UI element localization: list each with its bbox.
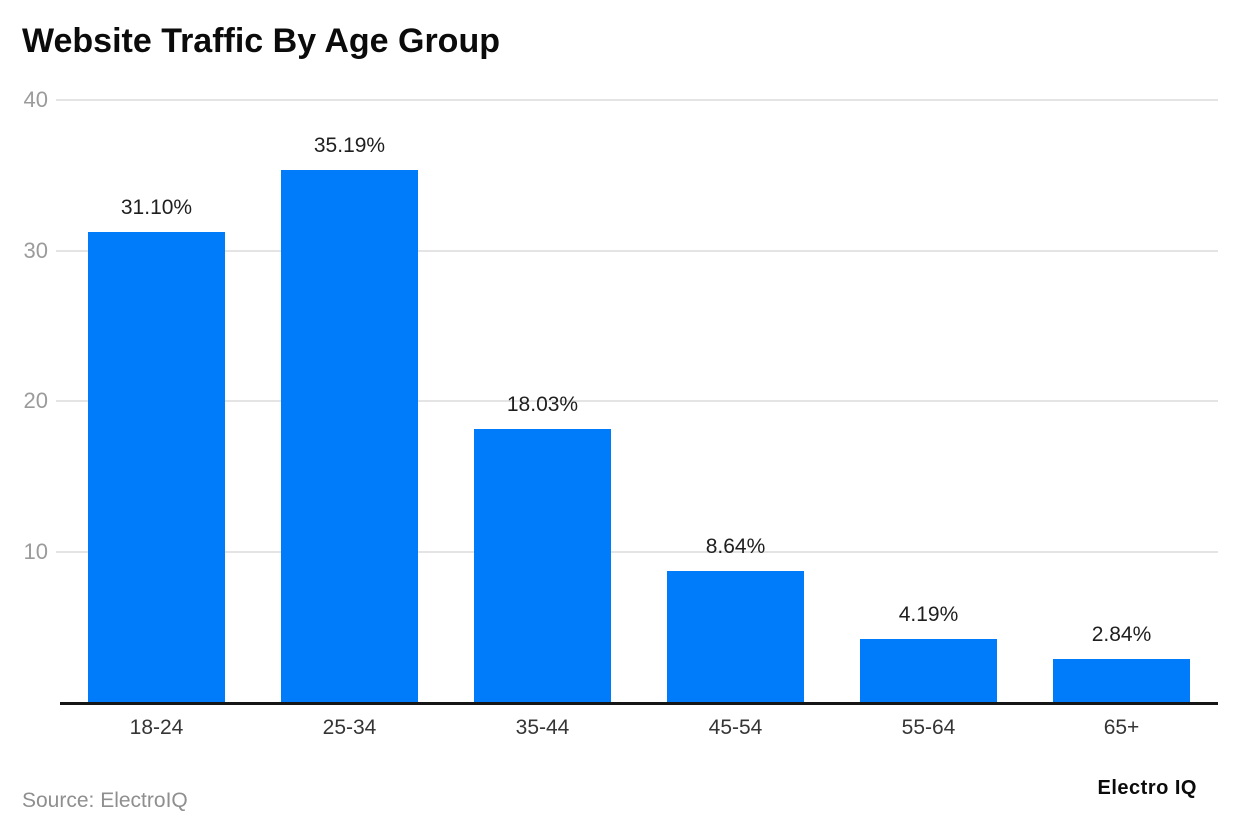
bar-18-24 xyxy=(88,231,225,702)
ytick-label-20: 20 xyxy=(23,388,48,413)
xtick-label-35-44: 35-44 xyxy=(515,716,570,739)
ytick-label-30: 30 xyxy=(23,237,48,263)
ytick-label-10: 10 xyxy=(23,538,48,564)
bar-25-34 xyxy=(281,169,418,702)
bar-value-label-35-44: 18.03% xyxy=(506,393,579,417)
gridline-10 xyxy=(56,550,1218,553)
gridline-20 xyxy=(56,400,1218,402)
xtick-label-55-64: 55-64 xyxy=(901,716,956,739)
ytick-label-40: 40 xyxy=(23,87,48,112)
bar-value-label-25-34: 35.19% xyxy=(313,133,386,157)
bar-value-label-45-54: 8.64% xyxy=(705,535,766,559)
brand-logo: Electro IQ xyxy=(1097,777,1197,799)
xtick-label-18-24: 18-24 xyxy=(129,716,184,739)
xtick-label-45-54: 45-54 xyxy=(708,716,763,739)
bar-65+ xyxy=(1053,659,1190,702)
xtick-label-65+: 65+ xyxy=(1103,716,1140,739)
bar-55-64 xyxy=(860,638,997,702)
bar-35-44 xyxy=(474,429,611,702)
gridline-40 xyxy=(56,99,1218,101)
bar-value-label-65+: 2.84% xyxy=(1091,623,1152,647)
bar-value-label-18-24: 31.10% xyxy=(120,195,193,219)
chart-title: Website Traffic By Age Group xyxy=(22,22,500,60)
source-text: Source: ElectroIQ xyxy=(22,789,188,812)
bar-value-label-55-64: 4.19% xyxy=(898,602,959,626)
gridline-30 xyxy=(56,249,1218,252)
bar-45-54 xyxy=(667,571,804,702)
xtick-label-25-34: 25-34 xyxy=(322,716,377,739)
plot-area: 10 20 30 40 31.10% 18-24 35.19% 25-34 18.03% 35-4… xyxy=(24,89,1218,738)
